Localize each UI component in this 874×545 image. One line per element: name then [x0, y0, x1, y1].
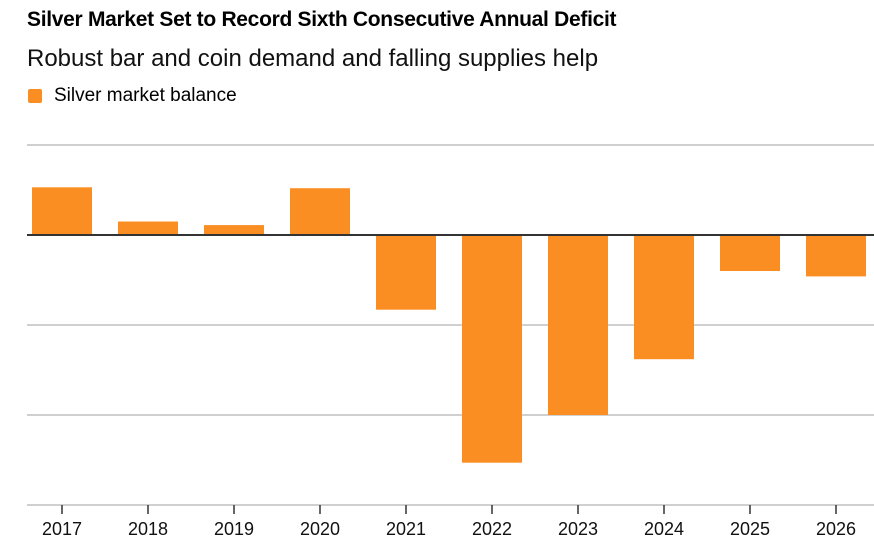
legend: Silver market balance: [28, 85, 237, 107]
bar-2020: [290, 188, 350, 235]
x-tick-label-2018: 2018: [128, 519, 168, 539]
x-tick-label-2019: 2019: [214, 519, 254, 539]
x-tick-label-2020: 2020: [300, 519, 340, 539]
bar-2022: [462, 235, 522, 463]
x-tick-label-2023: 2023: [558, 519, 598, 539]
bar-2023: [548, 235, 608, 415]
bar-2017: [32, 187, 92, 235]
legend-swatch: [28, 89, 42, 103]
x-tick-label-2026: 2026: [816, 519, 856, 539]
x-tick-label-2024: 2024: [644, 519, 684, 539]
bar-2019: [204, 225, 264, 235]
bar-2025: [720, 235, 780, 271]
x-tick-label-2022: 2022: [472, 519, 512, 539]
chart-subtitle: Robust bar and coin demand and falling s…: [27, 45, 599, 72]
chart-title: Silver Market Set to Record Sixth Consec…: [27, 8, 617, 31]
bar-2021: [376, 235, 436, 310]
bar-2026: [806, 235, 866, 277]
x-tick-label-2025: 2025: [730, 519, 770, 539]
legend-label: Silver market balance: [54, 85, 237, 106]
x-tick-label-2021: 2021: [386, 519, 426, 539]
bar-2024: [634, 235, 694, 360]
bar-2018: [118, 221, 178, 235]
x-tick-label-2017: 2017: [42, 519, 82, 539]
